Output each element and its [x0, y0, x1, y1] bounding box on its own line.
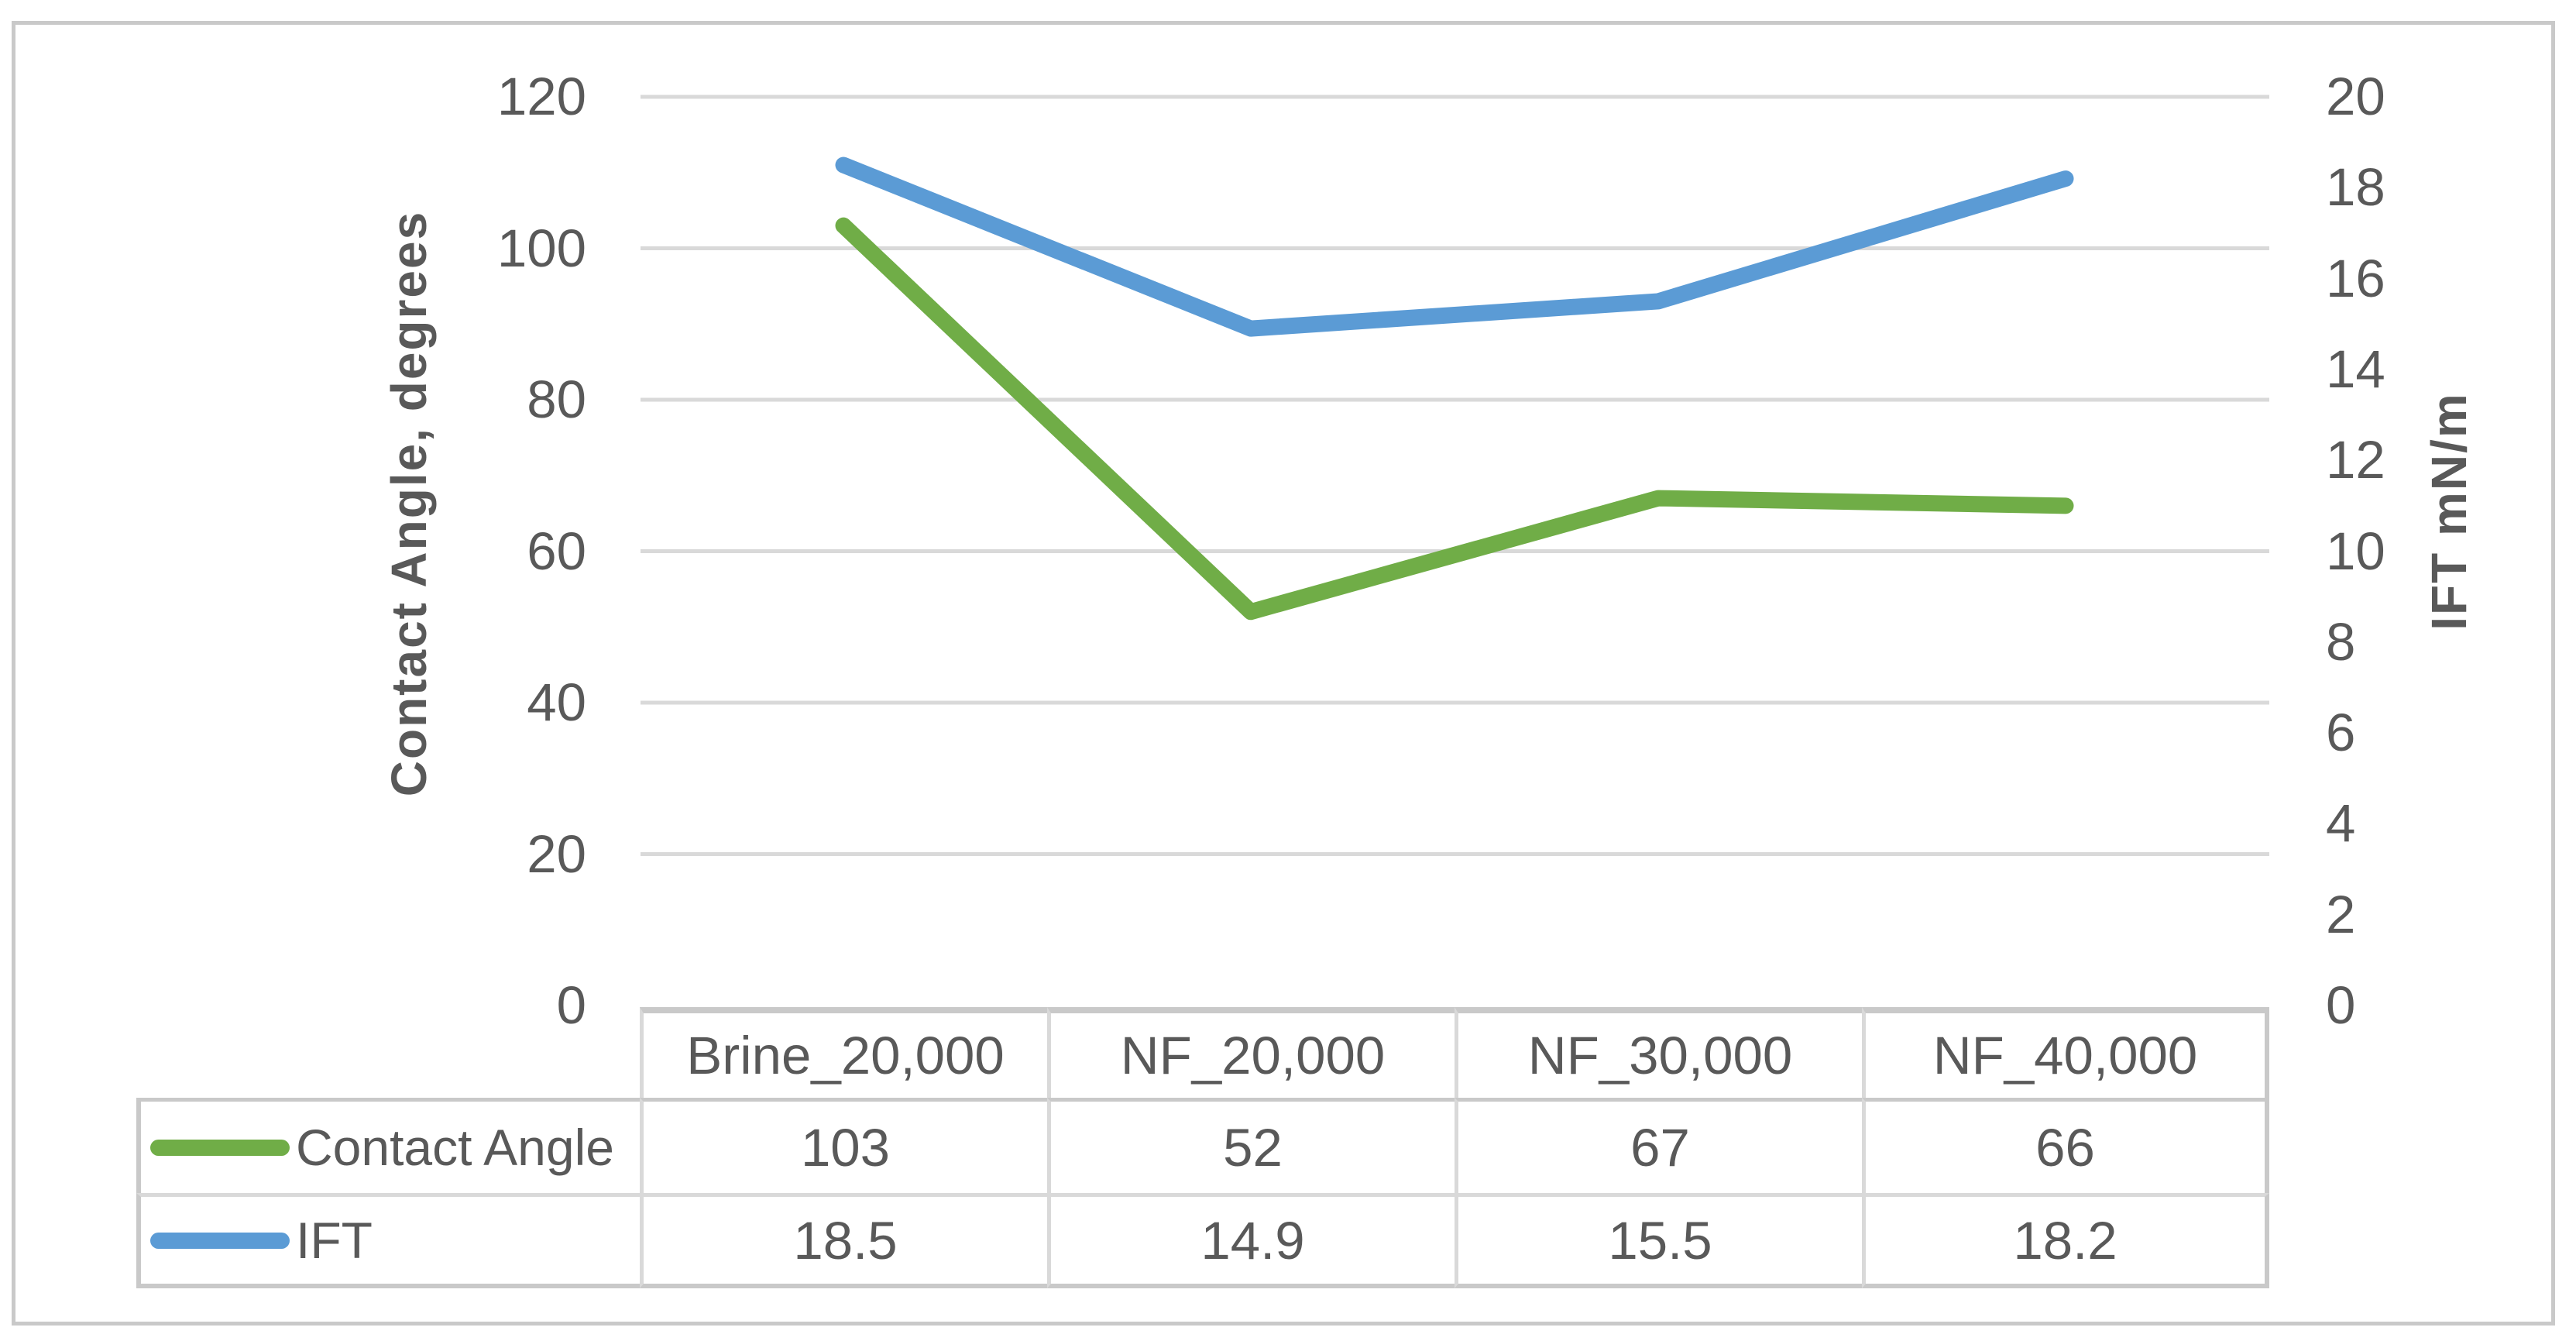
- left-axis-tick-label: 0: [556, 975, 586, 1035]
- ift-line: [835, 156, 2074, 337]
- value-cell-contact-angle: 67: [1455, 1098, 1862, 1193]
- right-axis-tick-label: 10: [2326, 521, 2385, 581]
- value-cell-ift: 14.9: [1047, 1193, 1455, 1288]
- legend-cell-contact-angle: Contact Angle: [136, 1098, 640, 1193]
- right-axis-tick-label: 18: [2326, 157, 2385, 218]
- right-axis-tick-label: 14: [2326, 339, 2385, 399]
- left-axis-tick-label: 100: [496, 218, 586, 278]
- right-axis-tick-label: 4: [2326, 793, 2356, 854]
- right-axis-tick-label: 8: [2326, 611, 2356, 672]
- right-axis-title: IFT mN/m: [2421, 392, 2477, 631]
- series-name-label: IFT: [296, 1212, 373, 1269]
- value-cell-contact-angle: 103: [640, 1098, 1047, 1193]
- value-cell-contact-angle: 52: [1047, 1098, 1455, 1193]
- left-axis-tick-label: 60: [527, 521, 586, 581]
- series-name-label: Contact Angle: [296, 1119, 614, 1176]
- category-header-cell: Brine_20,000: [640, 1007, 1047, 1098]
- right-axis-tick-label: 2: [2326, 884, 2356, 944]
- left-axis-tick-label: 40: [527, 672, 586, 732]
- right-axis-tick-label: 6: [2326, 703, 2356, 763]
- category-header-cell: NF_30,000: [1455, 1007, 1862, 1098]
- category-header-cell: NF_20,000: [1047, 1007, 1455, 1098]
- value-cell-ift: 18.2: [1862, 1193, 2269, 1288]
- left-axis-tick-label: 80: [527, 370, 586, 429]
- right-axis-tick-label: 16: [2326, 248, 2385, 308]
- value-cell-contact-angle: 66: [1862, 1098, 2269, 1193]
- contact-angle-line: [835, 217, 2074, 621]
- chart-border-frame: [12, 21, 2555, 1326]
- right-axis-tick-label: 20: [2326, 67, 2385, 126]
- value-cell-ift: 18.5: [640, 1193, 1047, 1288]
- left-axis-tick-label: 120: [496, 67, 586, 126]
- contact-angle-legend-marker: [150, 1139, 290, 1156]
- right-axis-tick-label: 12: [2326, 430, 2385, 490]
- value-cell-ift: 15.5: [1455, 1193, 1862, 1288]
- left-axis-tick-label: 20: [527, 824, 586, 884]
- right-axis-tick-label: 0: [2326, 975, 2356, 1035]
- legend-cell-ift: IFT: [136, 1193, 640, 1288]
- ift-legend-marker: [150, 1232, 290, 1249]
- left-axis-title: Contact Angle, degrees: [381, 210, 437, 797]
- category-header-cell: NF_40,000: [1862, 1007, 2269, 1098]
